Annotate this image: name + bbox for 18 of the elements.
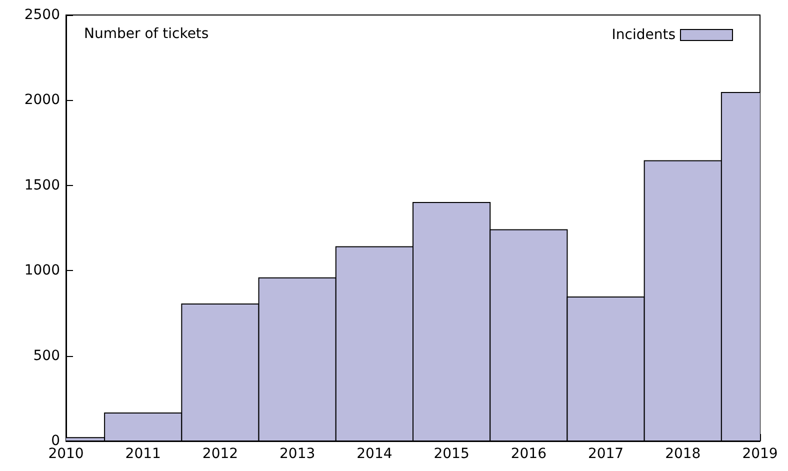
x-tick-label: 2011 [125, 446, 161, 462]
x-tick-label: 2012 [202, 446, 238, 462]
x-tick-label: 2018 [665, 446, 701, 462]
x-tick-label: 2016 [510, 446, 547, 462]
x-tick-label: 2013 [280, 446, 316, 462]
y-tick-label: 0 [51, 433, 60, 449]
x-tick-label: 2017 [588, 446, 624, 462]
x-tick-label: 2015 [434, 446, 470, 462]
y-tick-label: 2500 [24, 7, 60, 23]
legend-label: Incidents [612, 27, 676, 43]
y-tick-label: 2000 [24, 92, 60, 108]
y-tick-label: 500 [33, 348, 60, 364]
annotation: Number of tickets [84, 26, 209, 42]
y-tick-label: 1500 [24, 177, 60, 194]
y-tick-label: 1000 [24, 262, 60, 279]
x-tick-label: 2014 [356, 446, 392, 462]
x-tick-label: 2010 [48, 446, 84, 462]
x-tick-label: 2019 [742, 446, 778, 462]
